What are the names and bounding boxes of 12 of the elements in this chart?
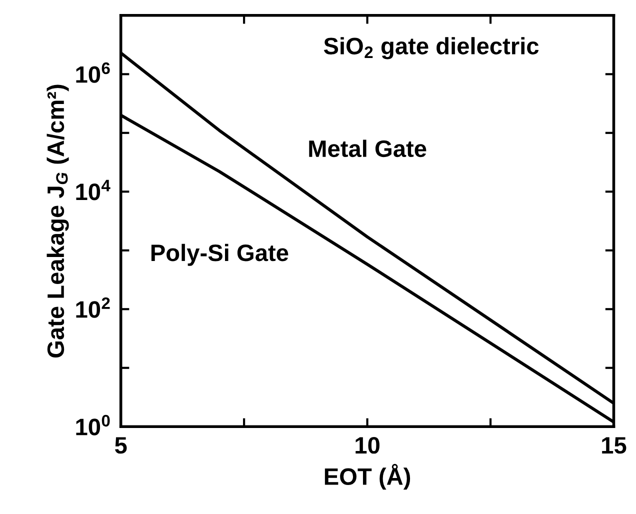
- x-tick-label: 5: [115, 437, 127, 454]
- y-tick-label: 10$^{0}$: [76, 414, 110, 436]
- y-tick-label: 10$^{4}$: [76, 180, 110, 200]
- x-axis-title: EOT (Å): [324, 464, 410, 490]
- series-label: Metal Gate: [309, 140, 426, 158]
- annotation: SiO$_{2}$ gate dielectric: [324, 37, 539, 60]
- y-tick-label: 10$^{6}$: [76, 62, 110, 83]
- series-label: Poly-Si Gate: [151, 244, 288, 266]
- y-axis-title: Gate Leakage J$_{G}$ (A/cm²): [46, 84, 69, 358]
- y-tick-label: 10$^{2}$: [76, 297, 110, 318]
- x-tick-label: 15: [602, 437, 626, 454]
- x-tick-label: 10: [356, 436, 380, 454]
